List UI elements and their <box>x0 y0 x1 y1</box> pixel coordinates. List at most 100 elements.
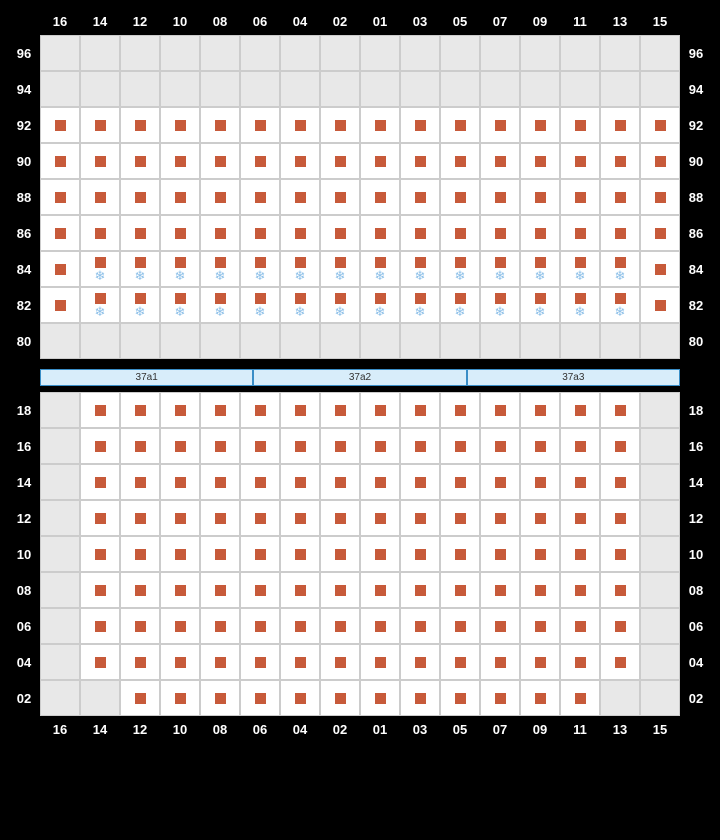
seat-cell[interactable] <box>120 572 160 608</box>
seat-cell[interactable] <box>80 464 120 500</box>
seat-cell[interactable] <box>480 143 520 179</box>
seat-cell[interactable] <box>400 572 440 608</box>
seat-cell[interactable] <box>160 215 200 251</box>
seat-cell[interactable] <box>280 608 320 644</box>
seat-cell[interactable] <box>480 215 520 251</box>
seat-cell[interactable] <box>600 107 640 143</box>
seat-cell[interactable] <box>160 428 200 464</box>
seat-cell[interactable] <box>160 644 200 680</box>
seat-cell[interactable] <box>560 143 600 179</box>
seat-cell[interactable] <box>360 536 400 572</box>
seat-cell[interactable] <box>440 572 480 608</box>
seat-cell[interactable] <box>480 500 520 536</box>
seat-cell[interactable]: ❄ <box>200 251 240 287</box>
seat-cell[interactable]: ❄ <box>160 287 200 323</box>
seat-cell[interactable] <box>40 179 80 215</box>
seat-cell[interactable]: ❄ <box>320 287 360 323</box>
seat-cell[interactable] <box>120 428 160 464</box>
seat-cell[interactable] <box>280 536 320 572</box>
seat-cell[interactable] <box>320 392 360 428</box>
seat-cell[interactable] <box>600 608 640 644</box>
seat-cell[interactable] <box>240 680 280 716</box>
seat-cell[interactable] <box>200 608 240 644</box>
seat-cell[interactable] <box>560 608 600 644</box>
seat-cell[interactable] <box>600 536 640 572</box>
seat-cell[interactable] <box>200 143 240 179</box>
seat-cell[interactable] <box>240 179 280 215</box>
seat-cell[interactable] <box>360 107 400 143</box>
seat-cell[interactable] <box>560 179 600 215</box>
seat-cell[interactable] <box>400 644 440 680</box>
seat-cell[interactable]: ❄ <box>480 287 520 323</box>
seat-cell[interactable] <box>240 500 280 536</box>
seat-cell[interactable] <box>360 572 400 608</box>
seat-cell[interactable] <box>400 179 440 215</box>
seat-cell[interactable]: ❄ <box>360 251 400 287</box>
seat-cell[interactable] <box>160 392 200 428</box>
seat-cell[interactable] <box>240 143 280 179</box>
seat-cell[interactable] <box>200 107 240 143</box>
seat-cell[interactable] <box>560 680 600 716</box>
seat-cell[interactable] <box>160 143 200 179</box>
seat-cell[interactable] <box>160 608 200 644</box>
seat-cell[interactable] <box>520 608 560 644</box>
seat-cell[interactable]: ❄ <box>320 251 360 287</box>
seat-cell[interactable] <box>320 179 360 215</box>
seat-cell[interactable] <box>400 215 440 251</box>
seat-cell[interactable] <box>360 215 400 251</box>
seat-cell[interactable]: ❄ <box>280 251 320 287</box>
seat-cell[interactable]: ❄ <box>400 287 440 323</box>
seat-cell[interactable] <box>560 572 600 608</box>
seat-cell[interactable]: ❄ <box>360 287 400 323</box>
seat-cell[interactable] <box>240 464 280 500</box>
seat-cell[interactable]: ❄ <box>240 251 280 287</box>
seat-cell[interactable]: ❄ <box>520 251 560 287</box>
seat-cell[interactable] <box>440 107 480 143</box>
seat-cell[interactable] <box>240 644 280 680</box>
seat-cell[interactable] <box>400 500 440 536</box>
seat-cell[interactable] <box>480 392 520 428</box>
seat-cell[interactable] <box>120 215 160 251</box>
seat-cell[interactable] <box>520 680 560 716</box>
seat-cell[interactable] <box>200 392 240 428</box>
seat-cell[interactable] <box>200 428 240 464</box>
seat-cell[interactable] <box>320 608 360 644</box>
seat-cell[interactable] <box>120 464 160 500</box>
seat-cell[interactable] <box>80 392 120 428</box>
seat-cell[interactable]: ❄ <box>520 287 560 323</box>
seat-cell[interactable] <box>400 428 440 464</box>
seat-cell[interactable] <box>360 392 400 428</box>
seat-cell[interactable] <box>400 392 440 428</box>
seat-cell[interactable] <box>400 143 440 179</box>
seat-cell[interactable] <box>440 464 480 500</box>
seat-cell[interactable] <box>280 179 320 215</box>
section-label[interactable]: 37a3 <box>467 369 680 386</box>
seat-cell[interactable] <box>320 500 360 536</box>
seat-cell[interactable] <box>640 143 680 179</box>
seat-cell[interactable] <box>520 143 560 179</box>
seat-cell[interactable] <box>80 536 120 572</box>
seat-cell[interactable] <box>280 644 320 680</box>
seat-cell[interactable] <box>440 608 480 644</box>
seat-cell[interactable] <box>80 500 120 536</box>
seat-cell[interactable] <box>40 215 80 251</box>
seat-cell[interactable] <box>80 428 120 464</box>
seat-cell[interactable] <box>120 143 160 179</box>
seat-cell[interactable] <box>560 107 600 143</box>
seat-cell[interactable] <box>480 536 520 572</box>
seat-cell[interactable] <box>600 572 640 608</box>
seat-cell[interactable] <box>320 464 360 500</box>
seat-cell[interactable] <box>560 464 600 500</box>
seat-cell[interactable] <box>520 392 560 428</box>
seat-cell[interactable] <box>280 107 320 143</box>
seat-cell[interactable] <box>480 464 520 500</box>
seat-cell[interactable] <box>120 680 160 716</box>
seat-cell[interactable] <box>280 500 320 536</box>
seat-cell[interactable] <box>440 500 480 536</box>
seat-cell[interactable] <box>160 500 200 536</box>
seat-cell[interactable]: ❄ <box>480 251 520 287</box>
seat-cell[interactable] <box>120 500 160 536</box>
seat-cell[interactable]: ❄ <box>440 287 480 323</box>
seat-cell[interactable] <box>240 392 280 428</box>
seat-cell[interactable] <box>360 464 400 500</box>
